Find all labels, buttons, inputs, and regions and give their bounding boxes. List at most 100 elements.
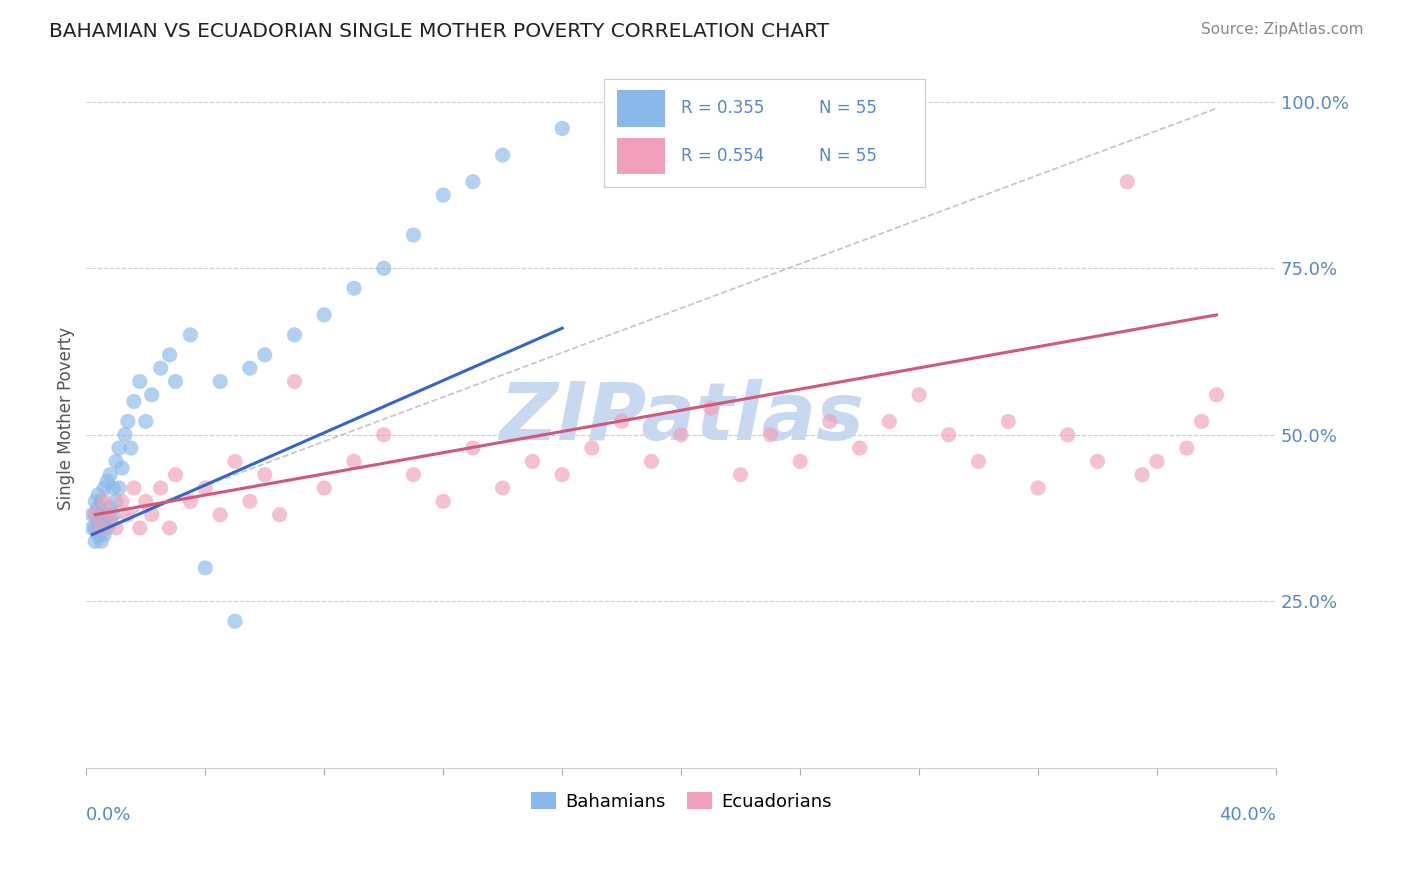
Point	[253, 348, 276, 362]
Point	[98, 514, 121, 528]
Point	[461, 441, 484, 455]
Point	[209, 508, 232, 522]
Point	[122, 394, 145, 409]
Point	[239, 494, 262, 508]
Point	[108, 481, 131, 495]
Point	[179, 327, 201, 342]
Text: 40.0%: 40.0%	[1219, 806, 1277, 824]
Point	[87, 488, 110, 502]
Point	[669, 427, 692, 442]
Point	[141, 388, 163, 402]
Point	[90, 494, 112, 508]
Point	[90, 534, 112, 549]
Point	[93, 514, 115, 528]
Point	[84, 494, 107, 508]
Point	[789, 454, 811, 468]
Point	[111, 494, 134, 508]
Point	[141, 508, 163, 522]
Text: ZIPatlas: ZIPatlas	[499, 379, 863, 457]
Point	[269, 508, 291, 522]
Point	[224, 614, 246, 628]
Point	[105, 521, 128, 535]
Point	[1026, 481, 1049, 495]
Point	[87, 501, 110, 516]
Point	[87, 514, 110, 528]
Point	[128, 521, 150, 535]
Point	[253, 467, 276, 482]
Point	[105, 494, 128, 508]
Point	[159, 521, 181, 535]
Point	[818, 414, 841, 428]
Point	[432, 494, 454, 508]
Point	[402, 227, 425, 242]
Point	[848, 441, 870, 455]
Point	[492, 148, 515, 162]
Point	[1175, 441, 1198, 455]
Point	[84, 521, 107, 535]
Point	[343, 454, 366, 468]
Point	[283, 327, 305, 342]
Point	[194, 561, 217, 575]
Point	[159, 348, 181, 362]
Point	[135, 494, 157, 508]
Point	[82, 521, 104, 535]
Point	[149, 481, 172, 495]
Point	[640, 454, 662, 468]
Point	[90, 521, 112, 535]
Point	[1205, 388, 1227, 402]
Point	[551, 121, 574, 136]
Point	[730, 467, 752, 482]
Point	[461, 175, 484, 189]
Point	[1130, 467, 1153, 482]
Point	[84, 534, 107, 549]
Point	[84, 508, 107, 522]
Point	[165, 467, 187, 482]
Point	[93, 527, 115, 541]
Point	[93, 494, 115, 508]
Point	[101, 481, 124, 495]
Point	[105, 454, 128, 468]
Text: 0.0%: 0.0%	[86, 806, 132, 824]
Point	[879, 414, 901, 428]
Point	[1191, 414, 1213, 428]
Point	[492, 481, 515, 495]
Legend: Bahamians, Ecuadorians: Bahamians, Ecuadorians	[523, 785, 839, 818]
Point	[700, 401, 723, 416]
Point	[84, 508, 107, 522]
Point	[93, 481, 115, 495]
Point	[967, 454, 990, 468]
Point	[610, 414, 633, 428]
Point	[581, 441, 603, 455]
Point	[135, 414, 157, 428]
Point	[373, 261, 395, 276]
Point	[128, 375, 150, 389]
Point	[938, 427, 960, 442]
Point	[432, 188, 454, 202]
Point	[522, 454, 544, 468]
Point	[314, 308, 336, 322]
Point	[551, 467, 574, 482]
Point	[343, 281, 366, 295]
Point	[96, 508, 118, 522]
Point	[98, 501, 121, 516]
Point	[149, 361, 172, 376]
Point	[96, 521, 118, 535]
Point	[314, 481, 336, 495]
Point	[997, 414, 1019, 428]
Point	[908, 388, 931, 402]
Point	[1116, 175, 1139, 189]
Point	[90, 521, 112, 535]
Point	[101, 508, 124, 522]
Point	[179, 494, 201, 508]
Point	[1146, 454, 1168, 468]
Point	[373, 427, 395, 442]
Point	[122, 481, 145, 495]
Point	[98, 467, 121, 482]
Point	[120, 441, 142, 455]
Point	[114, 427, 136, 442]
Point	[108, 441, 131, 455]
Point	[224, 454, 246, 468]
Text: Source: ZipAtlas.com: Source: ZipAtlas.com	[1201, 22, 1364, 37]
Point	[117, 414, 139, 428]
Point	[87, 527, 110, 541]
